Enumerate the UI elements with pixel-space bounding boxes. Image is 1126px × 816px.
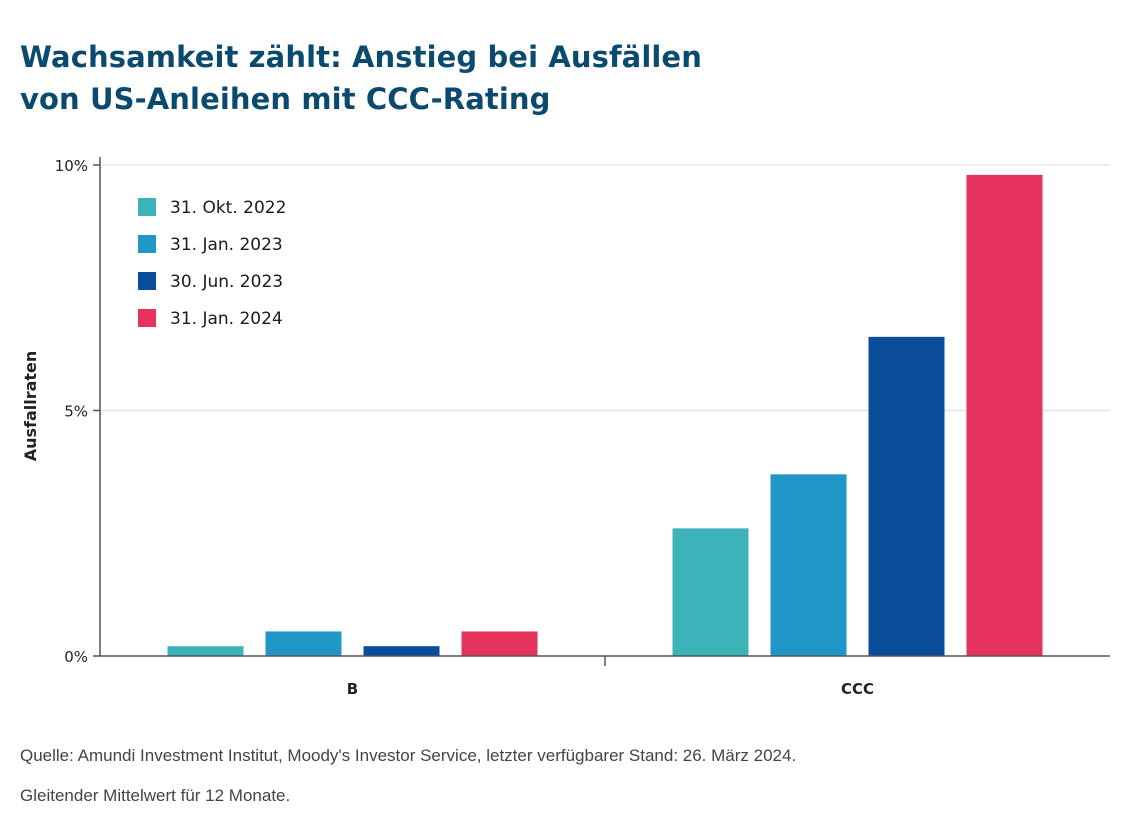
chart-title-line-2: von US-Anleihen mit CCC-Rating [20,82,551,116]
axes: 0% 5% 10% B CCC [55,157,1110,698]
bar-ccc-series-1 [672,528,749,656]
bar-b-series-4 [461,631,538,656]
x-category-label: B [347,680,358,698]
bar-ccc-series-3 [868,336,945,656]
y-tick-label: 5% [64,403,88,421]
legend: 31. Okt. 2022 31. Jan. 2023 30. Jun. 2023 3… [138,198,286,329]
bar-ccc-series-2 [770,474,847,656]
chart-title: Wachsamkeit zählt: Anstieg bei Ausfällen… [20,36,920,120]
bar-chart: 0% 5% 10% B CCC 31. Okt. 2022 31. Jan. 2023 30… [21,157,1110,698]
legend-label: 31. Okt. 2022 [170,198,286,218]
y-axis-title: Ausfallraten [21,351,40,462]
y-tick-label: 10% [55,157,88,175]
chart-title-line-1: Wachsamkeit zählt: Anstieg bei Ausfällen [20,40,702,74]
legend-label: 31. Jan. 2024 [170,309,283,329]
source-note: Quelle: Amundi Investment Institut, Mood… [20,736,1110,816]
y-tick-label: 0% [64,648,88,666]
legend-swatch [138,235,156,253]
legend-swatch [138,309,156,327]
bar-b-series-3 [363,646,440,656]
source-footnote: Gleitender Mittelwert für 12 Monate. [20,786,291,805]
legend-swatch [138,272,156,290]
legend-label: 31. Jan. 2023 [170,235,283,255]
bar-ccc-series-4 [966,174,1043,656]
bar-b-series-1 [167,646,244,656]
source-line: Quelle: Amundi Investment Institut, Mood… [20,746,797,765]
legend-swatch [138,198,156,216]
x-category-label: CCC [841,680,874,698]
legend-label: 30. Jun. 2023 [170,272,283,292]
bar-b-series-2 [265,631,342,656]
bars [167,174,1043,656]
